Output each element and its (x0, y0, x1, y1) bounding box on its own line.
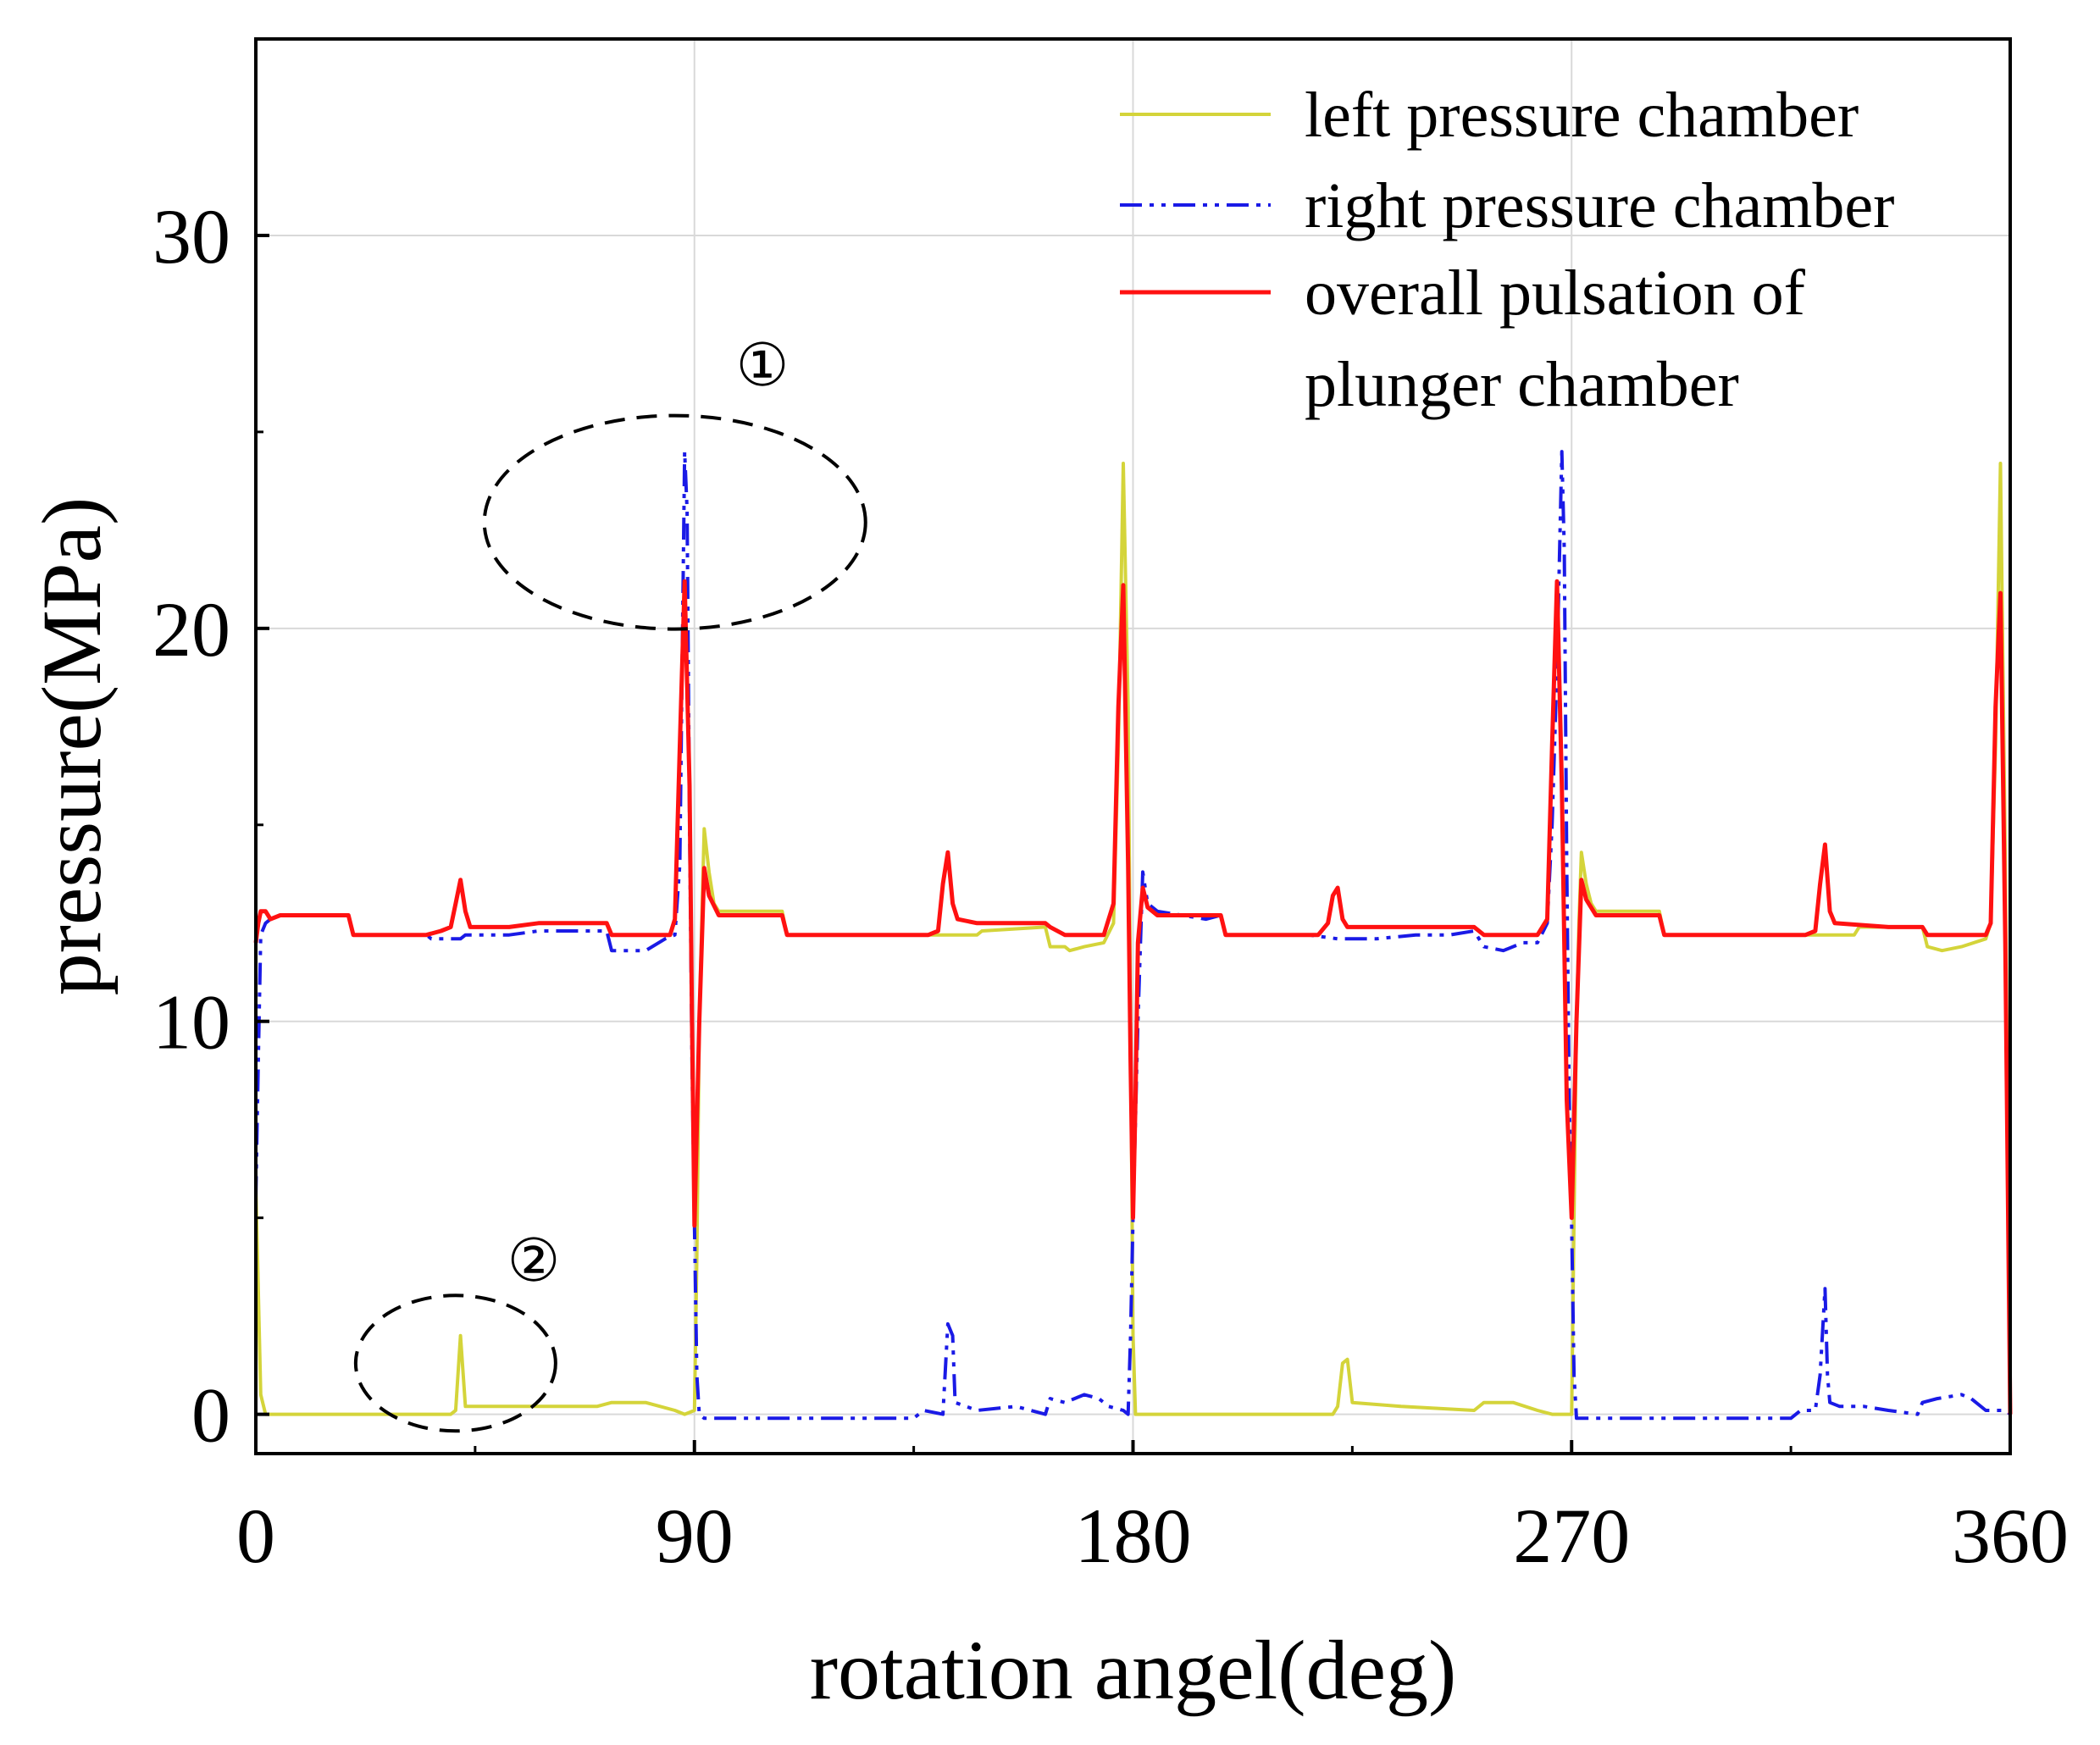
series-layer (253, 450, 2013, 1421)
annotation-label: ① (736, 334, 790, 399)
annotation-label: ② (507, 1229, 561, 1294)
y-tick-label: 20 (152, 586, 230, 673)
x-tick-label: 0 (236, 1493, 275, 1579)
x-tick-label: 360 (1952, 1493, 2069, 1579)
annotation-ellipse (353, 1294, 557, 1433)
series-line-overall-pulsation (253, 579, 2013, 1415)
y-tick-label: 30 (152, 193, 230, 280)
legend-label: right pressure chamber (1305, 170, 1894, 241)
x-tick-label: 180 (1075, 1493, 1192, 1579)
y-axis-title: pressure(MPa) (25, 497, 119, 996)
tick-labels: 0 90 180 270 360 0 10 20 30 (152, 193, 2069, 1579)
x-axis-title: rotation angel(deg) (810, 1623, 1457, 1717)
axis-ticks (254, 233, 2012, 1454)
annotation-ellipse (482, 413, 867, 631)
legend-label: plunger chamber (1305, 349, 1739, 420)
annotation-layer: ①② (353, 334, 867, 1433)
grid (256, 39, 2010, 1454)
y-tick-label: 0 (191, 1372, 230, 1459)
x-tick-label: 270 (1513, 1493, 1630, 1579)
legend-label: overall pulsation of (1305, 258, 1806, 329)
x-tick-label: 90 (656, 1493, 734, 1579)
legend: left pressure chamber right pressure cham… (1120, 80, 1894, 420)
legend-label: left pressure chamber (1305, 80, 1859, 151)
y-tick-label: 10 (152, 979, 230, 1066)
